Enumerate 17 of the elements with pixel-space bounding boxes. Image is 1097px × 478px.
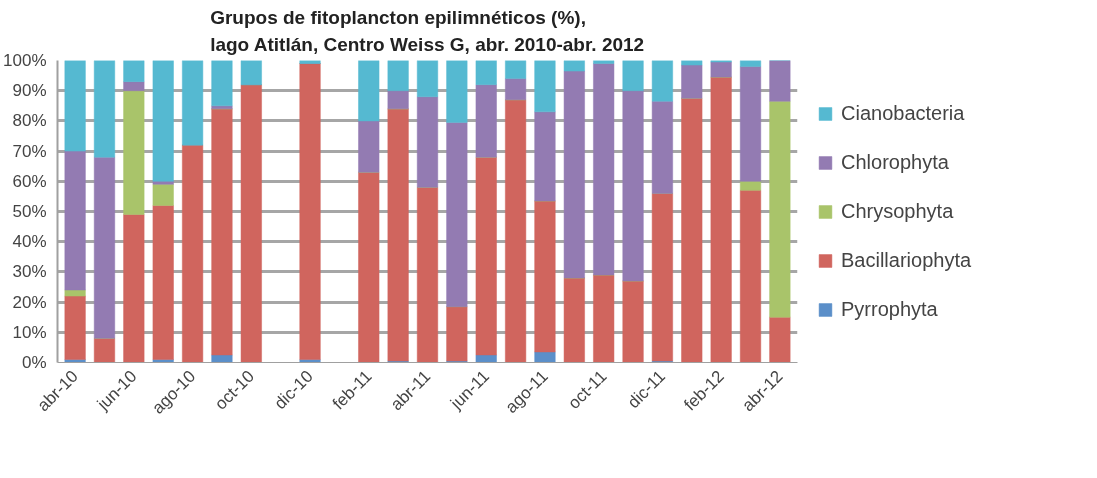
y-tick-label: 80%: [12, 111, 47, 131]
y-tick-label: 70%: [12, 141, 47, 161]
legend-label: Pyrrophyta: [841, 297, 938, 321]
legend-label: Cianobacteria: [841, 101, 965, 125]
y-tick-label: 40%: [12, 232, 47, 252]
y-tick-label: 20%: [12, 292, 47, 312]
legend-label: Chlorophyta: [841, 150, 949, 174]
legend-label: Chrysophyta: [841, 199, 954, 223]
legend-label: Bacillariophyta: [841, 248, 972, 272]
y-tick-label: 50%: [12, 202, 47, 221]
y-tick-label: 10%: [12, 322, 47, 342]
chart-title: Grupos de fitoplancton epilimnéticos (%), lago Atitlán, Centro Weiss G, abr. 2010-abr. 2012: [210, 7, 645, 56]
y-tick-label: 100%: [3, 51, 47, 70]
y-tick-label: 30%: [12, 262, 47, 282]
y-tick-label: 90%: [12, 81, 47, 101]
y-tick-label: 60%: [12, 171, 47, 191]
y-tick-label: 0%: [21, 353, 47, 372]
